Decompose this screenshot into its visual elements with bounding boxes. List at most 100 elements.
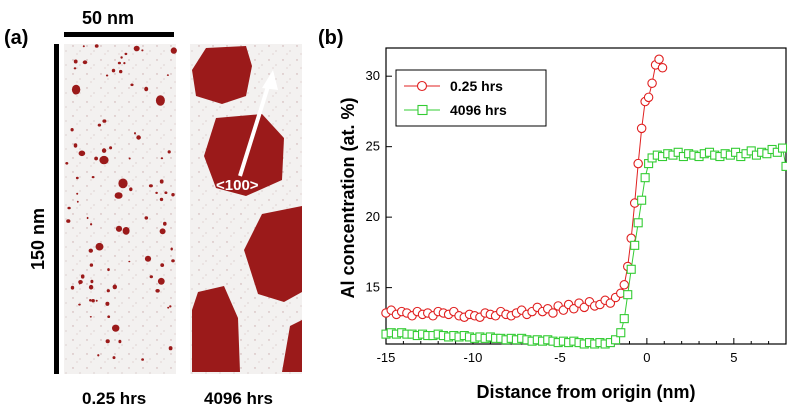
precipitate-dot xyxy=(95,242,104,251)
panel-b: (b) -15 -10 -5 0 5 15 20 25 30 Distance from ori… xyxy=(318,27,787,402)
precipitate-dot xyxy=(105,339,110,344)
horizontal-scale-bar xyxy=(64,32,174,37)
precipitate-particle xyxy=(244,206,302,302)
precipitate-dot xyxy=(122,227,130,235)
precipitate-dot xyxy=(80,274,85,279)
precipitate-particle xyxy=(192,46,252,104)
panel-a: (a) 50 nm 150 nm <100> 0.25 hrs 4096 hrs xyxy=(4,8,302,408)
panel-a-label: (a) xyxy=(4,27,28,49)
data-series xyxy=(381,54,787,349)
precipitate-dot xyxy=(124,52,128,56)
precipitate-dot xyxy=(159,197,164,202)
precipitate-dot xyxy=(119,69,123,74)
precipitate-dot xyxy=(144,86,149,92)
series-1 xyxy=(381,143,787,349)
precipitate-dot xyxy=(159,179,164,184)
precipitate-dot xyxy=(102,157,106,162)
precipitate-dot xyxy=(157,277,165,285)
precipitate-dot xyxy=(76,200,79,203)
data-point xyxy=(633,218,643,228)
legend: 0.25 hrs 4096 hrs xyxy=(395,69,547,127)
precipitate-dot xyxy=(160,157,164,160)
precipitate-dot xyxy=(159,228,166,235)
precipitate-dot xyxy=(67,206,71,210)
precipitate-particle xyxy=(282,320,302,372)
precipitate-dot xyxy=(149,275,153,279)
precipitate-dot xyxy=(114,192,123,199)
precipitate-dot xyxy=(171,259,175,263)
data-point xyxy=(626,264,636,274)
precipitate-dot xyxy=(94,156,98,161)
precipitate-dot xyxy=(148,184,153,188)
precipitate-dot xyxy=(105,301,110,306)
precipitate-dot xyxy=(97,123,102,127)
precipitate-dot xyxy=(141,49,144,52)
precipitate-dot xyxy=(78,280,83,284)
x-tick-label: -5 xyxy=(554,350,566,365)
x-tick-label: 5 xyxy=(730,350,737,365)
precipitate-dot xyxy=(169,305,172,308)
precipitate-dot xyxy=(66,219,71,223)
precipitate-dot xyxy=(118,178,128,189)
precipitate-dot xyxy=(88,248,94,253)
data-point xyxy=(777,143,787,153)
precipitate-dot xyxy=(166,74,169,76)
data-point xyxy=(619,314,629,324)
precipitate-dot xyxy=(128,260,131,263)
precipitate-dot xyxy=(141,358,145,361)
panel-b-label: (b) xyxy=(318,27,344,49)
precipitate-dot xyxy=(76,192,79,195)
precipitate-dot xyxy=(109,146,113,150)
precipitate-dot xyxy=(89,263,94,267)
precipitate-dot xyxy=(136,135,141,140)
direction-label: <100> xyxy=(216,177,259,194)
precipitate-dot xyxy=(168,346,173,351)
x-tick-label: -10 xyxy=(464,350,483,365)
precipitate-dot xyxy=(70,285,75,290)
precipitate-dot xyxy=(78,150,86,157)
data-point xyxy=(548,308,558,318)
precipitate-dot xyxy=(160,263,165,267)
direction-arrow xyxy=(238,79,272,177)
precipitate-dot xyxy=(94,44,99,48)
y-tick-label: 30 xyxy=(366,68,380,83)
x-tick-label: 0 xyxy=(643,350,650,365)
legend-marker xyxy=(416,80,428,92)
precipitate-dot xyxy=(65,162,69,165)
precipitate-particle xyxy=(192,286,240,372)
data-point xyxy=(636,123,647,134)
precipitate-dot xyxy=(106,289,110,293)
precipitate-dot xyxy=(164,191,168,194)
direction-arrowhead xyxy=(262,70,278,90)
precipitate-dot xyxy=(155,95,165,106)
x-tick-label: -15 xyxy=(377,350,396,365)
precipitate-dot xyxy=(133,45,140,52)
precipitate-dot xyxy=(91,176,95,179)
precipitate-dot xyxy=(82,60,88,65)
data-point xyxy=(781,161,787,171)
y-tick-label: 25 xyxy=(366,139,380,154)
precipitate-dot xyxy=(111,68,116,73)
data-point xyxy=(611,335,621,345)
series-0 xyxy=(381,54,668,322)
precipitate-dot xyxy=(112,356,116,360)
precipitate-dot xyxy=(163,221,167,226)
data-point xyxy=(633,158,643,169)
precipitate-dot xyxy=(155,191,158,194)
precipitate-dot xyxy=(144,255,152,262)
precipitates-025hrs xyxy=(65,44,177,361)
precipitate-dot xyxy=(89,316,92,318)
precipitate-dot xyxy=(105,74,109,77)
y-tick-label: 20 xyxy=(366,209,380,224)
data-point xyxy=(630,240,640,250)
precipitate-dot xyxy=(101,148,107,153)
vertical-scale-label: 150 nm xyxy=(28,208,48,270)
data-point xyxy=(616,328,626,338)
precipitate-dot xyxy=(115,225,123,232)
precipitate-dot xyxy=(82,45,85,48)
x-axis-title: Distance from origin (nm) xyxy=(476,382,695,402)
precipitate-dot xyxy=(88,284,94,290)
precipitate-dot xyxy=(112,324,120,332)
data-point xyxy=(657,62,668,73)
